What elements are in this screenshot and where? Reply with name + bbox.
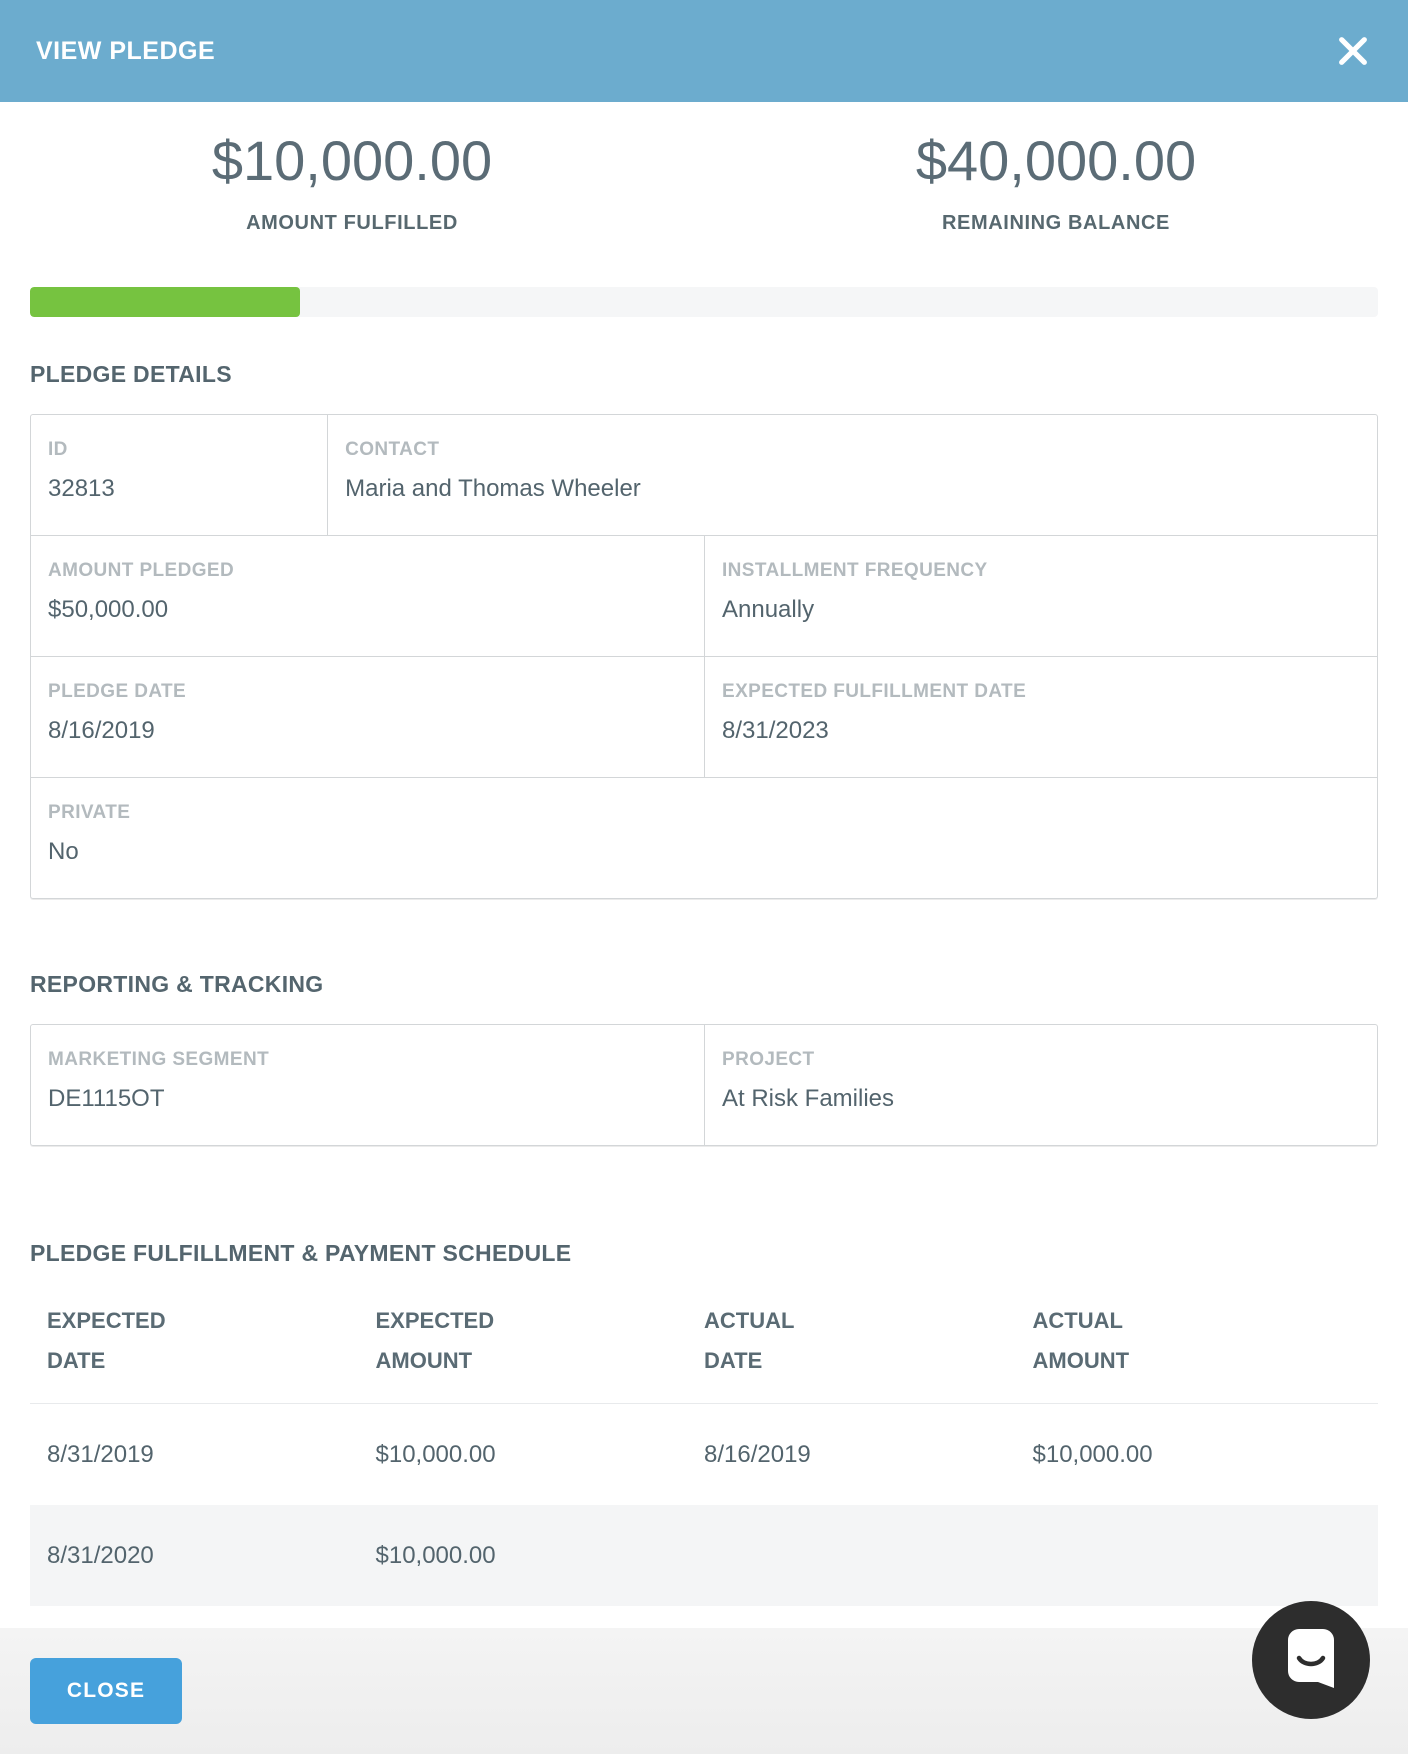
field-amount-pledged: AMOUNT PLEDGED $50,000.00	[31, 536, 704, 656]
schedule-table: EXPECTED DATE EXPECTED AMOUNT ACTUAL DAT…	[30, 1285, 1378, 1606]
reporting-tracking-box: MARKETING SEGMENT DE1115OT PROJECT At Ri…	[30, 1024, 1378, 1146]
field-project: PROJECT At Risk Families	[704, 1025, 1377, 1145]
field-installment-frequency-label: INSTALLMENT FREQUENCY	[722, 560, 988, 581]
field-installment-frequency-value: Annually	[722, 596, 815, 623]
schedule-col-expected-date: EXPECTED DATE	[47, 1308, 166, 1373]
field-expected-fulfillment-date-value: 8/31/2023	[722, 717, 829, 744]
cell-expected-date: 8/31/2020	[47, 1541, 154, 1569]
remaining-balance-label: REMAINING BALANCE	[942, 212, 1170, 234]
cell-expected-amount: $10,000.00	[375, 1541, 496, 1569]
details-row-3: PLEDGE DATE 8/16/2019 EXPECTED FULFILLME…	[31, 656, 1377, 777]
pledge-progress-bar	[30, 287, 1378, 317]
field-project-label: PROJECT	[722, 1049, 815, 1070]
close-button[interactable]	[1328, 26, 1378, 76]
field-project-value: At Risk Families	[722, 1085, 895, 1112]
field-id-label: ID	[48, 439, 68, 460]
schedule-col-actual-amount: ACTUAL AMOUNT	[1032, 1308, 1130, 1373]
field-installment-frequency: INSTALLMENT FREQUENCY Annually	[704, 536, 1377, 656]
field-contact-label: CONTACT	[345, 439, 440, 460]
table-row: 8/31/2019 $10,000.00 8/16/2019 $10,000.0…	[30, 1404, 1378, 1505]
summary-section: $10,000.00 AMOUNT FULFILLED $40,000.00 R…	[0, 102, 1408, 235]
close-icon	[1336, 34, 1370, 68]
field-id-value: 32813	[48, 475, 115, 502]
modal-footer: CLOSE	[0, 1628, 1408, 1754]
pledge-details-box: ID 32813 CONTACT Maria and Thomas Wheele…	[30, 414, 1378, 899]
cell-actual-date: 8/16/2019	[704, 1440, 811, 1468]
amount-fulfilled-block: $10,000.00 AMOUNT FULFILLED	[0, 128, 704, 235]
details-row-1: ID 32813 CONTACT Maria and Thomas Wheele…	[31, 415, 1377, 535]
reporting-row-1: MARKETING SEGMENT DE1115OT PROJECT At Ri…	[31, 1025, 1377, 1145]
cell-expected-date: 8/31/2019	[47, 1440, 154, 1468]
chat-bubble-icon	[1252, 1601, 1370, 1719]
field-id: ID 32813	[31, 415, 327, 535]
close-modal-button[interactable]: CLOSE	[30, 1658, 182, 1724]
table-row: 8/31/2020 $10,000.00	[30, 1505, 1378, 1606]
amount-fulfilled-label: AMOUNT FULFILLED	[246, 212, 458, 234]
schedule-col-actual-date: ACTUAL DATE	[704, 1308, 795, 1373]
field-contact: CONTACT Maria and Thomas Wheeler	[327, 415, 1377, 535]
cell-actual-amount: $10,000.00	[1032, 1440, 1153, 1468]
field-private-label: PRIVATE	[48, 802, 131, 823]
schedule-col-expected-amount: EXPECTED AMOUNT	[375, 1308, 495, 1373]
field-marketing-segment-label: MARKETING SEGMENT	[48, 1049, 270, 1070]
schedule-header-row: EXPECTED DATE EXPECTED AMOUNT ACTUAL DAT…	[30, 1285, 1378, 1404]
chat-launcher[interactable]	[1252, 1601, 1370, 1719]
field-amount-pledged-value: $50,000.00	[48, 596, 169, 623]
modal-header: VIEW PLEDGE	[0, 0, 1408, 102]
field-pledge-date: PLEDGE DATE 8/16/2019	[31, 657, 704, 777]
field-private: PRIVATE No	[31, 778, 1377, 898]
details-row-4: PRIVATE No	[31, 777, 1377, 898]
schedule-title: PLEDGE FULFILLMENT & PAYMENT SCHEDULE	[30, 1240, 572, 1266]
cell-expected-amount: $10,000.00	[375, 1440, 496, 1468]
field-contact-value: Maria and Thomas Wheeler	[345, 475, 641, 502]
pledge-details-title: PLEDGE DETAILS	[30, 361, 232, 387]
reporting-tracking-title: REPORTING & TRACKING	[30, 971, 324, 997]
remaining-balance-value: $40,000.00	[915, 129, 1197, 192]
progress-fill	[30, 287, 300, 317]
field-pledge-date-label: PLEDGE DATE	[48, 681, 187, 702]
field-expected-fulfillment-date-label: EXPECTED FULFILLMENT DATE	[722, 681, 1027, 702]
field-pledge-date-value: 8/16/2019	[48, 717, 155, 744]
amount-fulfilled-value: $10,000.00	[211, 129, 493, 192]
remaining-balance-block: $40,000.00 REMAINING BALANCE	[704, 128, 1408, 235]
field-amount-pledged-label: AMOUNT PLEDGED	[48, 560, 235, 581]
field-marketing-segment: MARKETING SEGMENT DE1115OT	[31, 1025, 704, 1145]
field-marketing-segment-value: DE1115OT	[48, 1085, 165, 1112]
modal-title: VIEW PLEDGE	[36, 36, 216, 65]
field-expected-fulfillment-date: EXPECTED FULFILLMENT DATE 8/31/2023	[704, 657, 1377, 777]
field-private-value: No	[48, 838, 79, 865]
details-row-2: AMOUNT PLEDGED $50,000.00 INSTALLMENT FR…	[31, 535, 1377, 656]
